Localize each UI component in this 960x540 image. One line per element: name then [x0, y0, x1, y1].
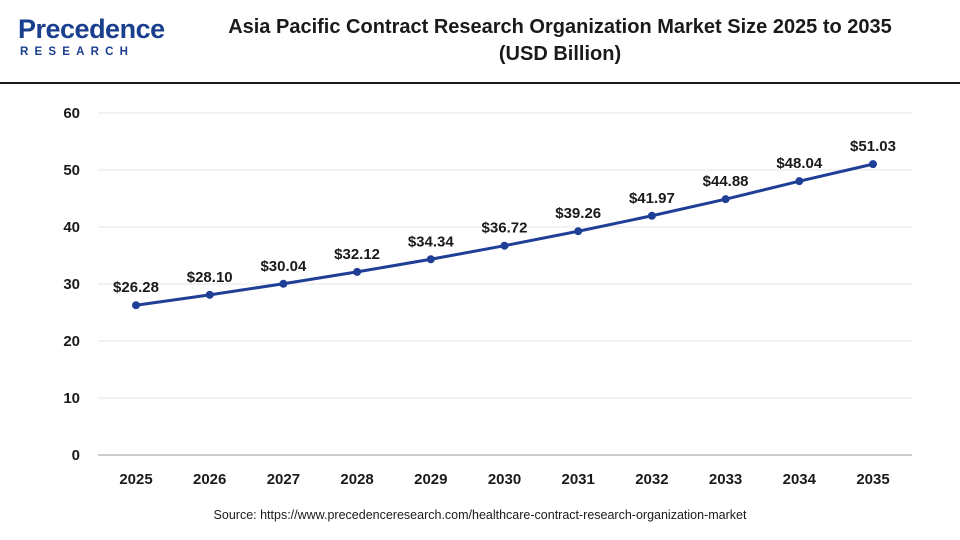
data-point — [132, 301, 140, 310]
data-point — [353, 267, 362, 276]
logo-wordmark: Precedence — [18, 14, 165, 44]
data-label: $44.88 — [703, 173, 749, 190]
y-tick-label: 30 — [63, 276, 80, 293]
y-tick-label: 50 — [63, 162, 80, 179]
data-point — [795, 177, 804, 186]
data-point — [721, 195, 730, 204]
chart-area: 0 10 20 30 40 50 60 2025 2026 2027 2028 2029 2030 203… — [0, 84, 960, 504]
data-point — [205, 290, 214, 299]
x-tick-label: 2025 — [119, 471, 152, 488]
x-tick-label: 2027 — [267, 471, 300, 488]
source-note: Source: https://www.precedenceresearch.c… — [213, 508, 747, 522]
data-label: $51.03 — [850, 138, 896, 155]
data-point — [574, 227, 583, 236]
data-label: $39.26 — [555, 205, 601, 222]
x-tick-label: 2028 — [340, 471, 373, 488]
y-tick-label: 0 — [72, 447, 80, 464]
data-point — [279, 279, 288, 288]
data-label: $28.10 — [187, 269, 233, 286]
header-divider — [0, 82, 960, 84]
x-tick-label: 2032 — [635, 471, 668, 488]
data-label: $30.04 — [260, 258, 307, 275]
x-tick-label: 2029 — [414, 471, 447, 488]
x-tick-label: 2035 — [856, 471, 889, 488]
data-label: $36.72 — [482, 220, 528, 237]
y-tick-label: 10 — [63, 390, 80, 407]
precedence-research-logo[interactable]: Precedence RESEARCH — [18, 14, 168, 66]
data-label: $41.97 — [629, 190, 675, 207]
chart-title: Asia Pacific Contract Research Organizat… — [190, 14, 930, 68]
data-label: $34.34 — [408, 233, 455, 250]
x-tick-label: 2031 — [562, 471, 595, 488]
data-point — [500, 241, 509, 250]
y-tick-label: 40 — [63, 219, 80, 236]
chart-title-line1: Asia Pacific Contract Research Organizat… — [228, 16, 892, 38]
data-point — [647, 211, 656, 220]
x-tick-label: 2030 — [488, 471, 521, 488]
data-label: $48.04 — [776, 155, 823, 172]
x-tick-label: 2033 — [709, 471, 742, 488]
chart-title-line2: (USD Billion) — [498, 43, 622, 65]
logo-subtitle: RESEARCH — [20, 46, 135, 58]
x-tick-label: 2026 — [193, 471, 226, 488]
data-label: $26.28 — [113, 279, 159, 296]
header: Precedence RESEARCH Asia Pacific Contrac… — [0, 0, 960, 82]
x-tick-label: 2034 — [783, 471, 817, 488]
data-point — [869, 160, 877, 169]
y-tick-label: 20 — [63, 333, 80, 350]
data-label: $32.12 — [334, 246, 380, 263]
y-tick-label: 60 — [63, 105, 80, 122]
data-point — [426, 255, 435, 264]
